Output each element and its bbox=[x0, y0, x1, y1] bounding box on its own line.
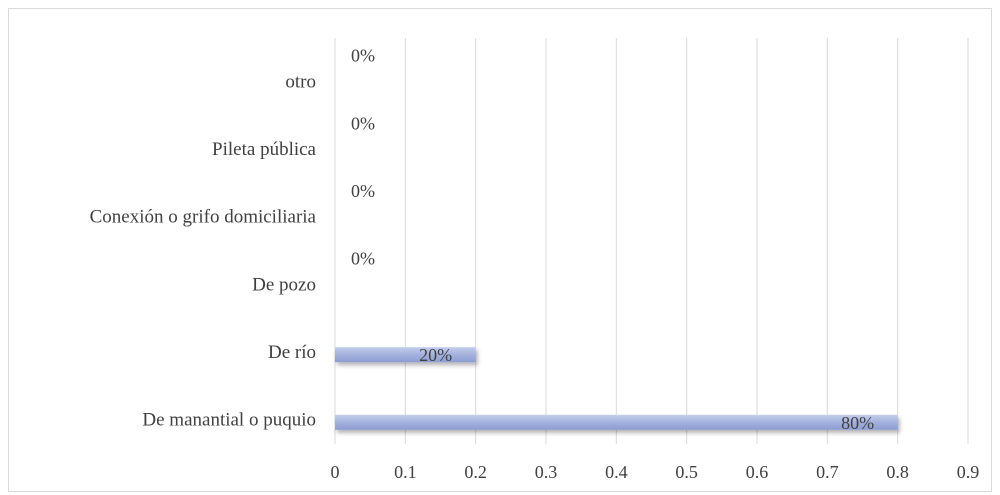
x-tick-label: 0.7 bbox=[816, 462, 839, 482]
x-tick-label: 0.3 bbox=[535, 462, 558, 482]
category-label: Conexión o grifo domiciliaria bbox=[90, 207, 317, 228]
data-label: 0% bbox=[351, 113, 375, 133]
gridlines bbox=[334, 38, 969, 444]
x-tick-label: 0.8 bbox=[886, 462, 909, 482]
bar bbox=[335, 347, 476, 363]
category-label: De pozo bbox=[252, 274, 316, 295]
data-label: 80% bbox=[841, 413, 874, 433]
category-label: De manantial o puquio bbox=[142, 410, 316, 431]
data-label: 20% bbox=[419, 345, 452, 365]
category-label: otro bbox=[285, 71, 316, 92]
bars bbox=[335, 347, 898, 430]
x-tick-label: 0.1 bbox=[394, 462, 417, 482]
data-label: 0% bbox=[351, 181, 375, 201]
x-tick-label: 0.2 bbox=[464, 462, 487, 482]
category-label: De río bbox=[268, 342, 316, 363]
x-tick-label: 0 bbox=[331, 462, 340, 482]
x-tick-label: 0.6 bbox=[746, 462, 769, 482]
x-tick-label: 0.4 bbox=[605, 462, 628, 482]
data-label: 0% bbox=[351, 249, 375, 269]
labels: 0 0.1 0.2 0.3 0.4 0.5 0.6 0.7 0.8 0.9 De manantial… bbox=[90, 46, 980, 482]
data-label: 0% bbox=[351, 46, 375, 66]
x-tick-label: 0.5 bbox=[675, 462, 698, 482]
x-tick-label: 0.9 bbox=[957, 462, 980, 482]
category-label: Pileta pública bbox=[212, 139, 317, 160]
chart-frame bbox=[8, 8, 992, 492]
bar bbox=[335, 414, 898, 430]
